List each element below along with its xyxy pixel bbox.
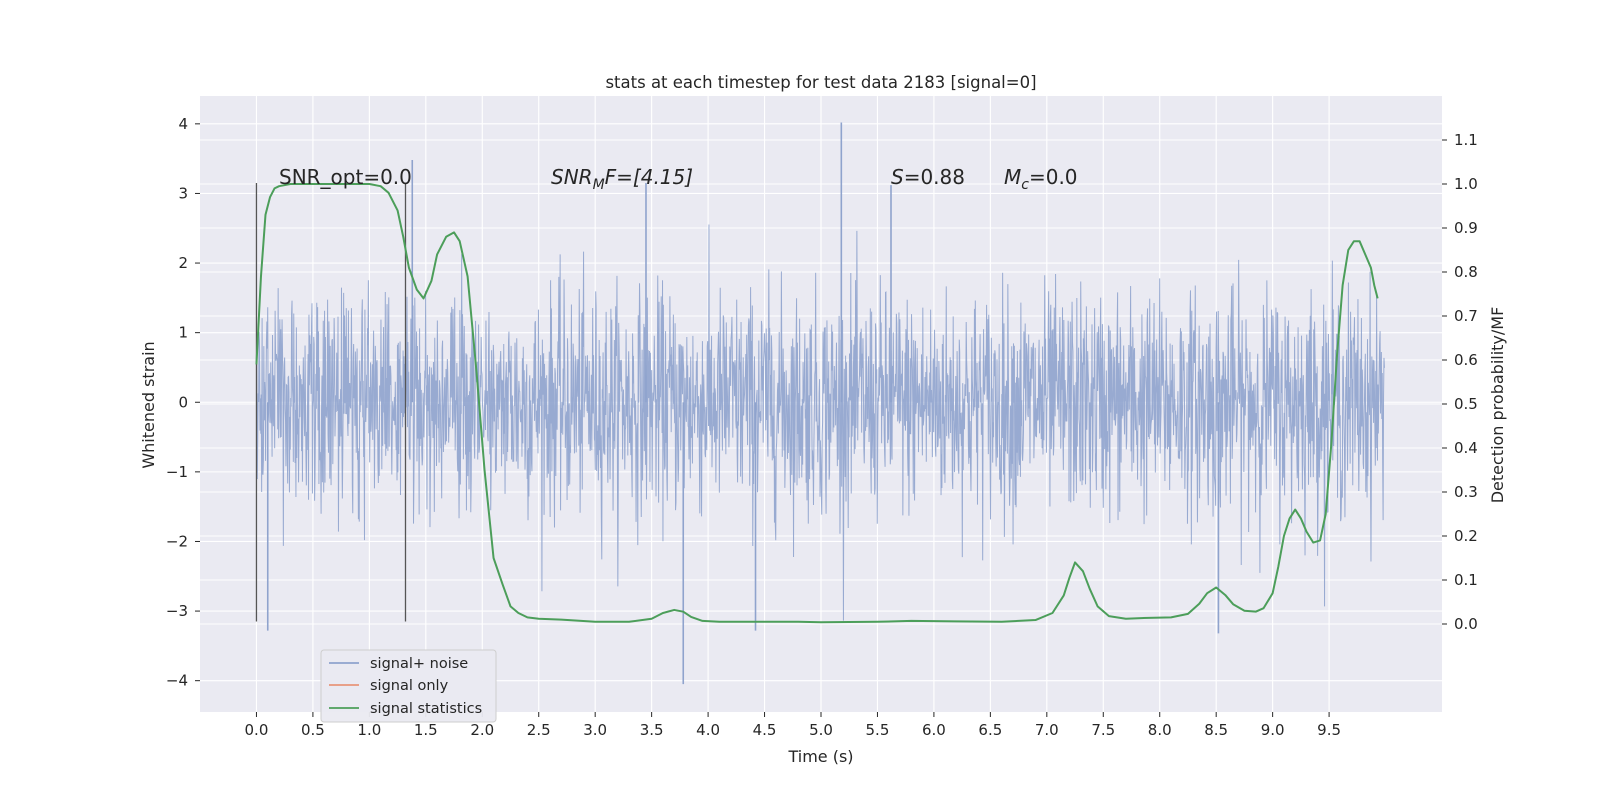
chart-title: stats at each timestep for test data 218… [605,73,1036,92]
y-right-tick-label-9: 0.2 [1454,527,1478,545]
y-left-tick-label-2: 2 [178,254,188,272]
series-signal-statistics [255,183,1379,624]
y-left-tick-label-8: −4 [166,672,188,690]
y-left-tick-label-7: −3 [166,602,188,620]
y-left-tick-label-4: 0 [178,393,188,411]
x-tick-label-18: 9.0 [1261,721,1285,739]
annotation-snr-mf: SNRMF=[4.15] [551,165,693,193]
s-label: S [891,165,904,189]
y-right-tick-label-11: 0.0 [1454,615,1478,633]
y-right-tick-label-1: 1.0 [1454,175,1478,193]
y-left-tick-label-0: 4 [178,115,188,133]
s-value: =0.88 [904,165,965,189]
y-right-tick-label-0: 1.1 [1454,131,1478,149]
y-left-tick-label-1: 3 [178,184,188,202]
y-right-tick-label-5: 0.6 [1454,351,1478,369]
snr-mf-sub: M [593,177,605,193]
legend-label-signal-only: signal only [370,678,449,694]
legend-box [320,649,497,723]
x-axis-label: Time (s) [787,747,853,766]
snr-mf-base: SNR [551,165,593,189]
y-right-tick-label-7: 0.4 [1454,439,1478,457]
y-left-tick-label-3: 1 [178,324,188,342]
x-ticks: 0.0 0.5 1.0 1.5 2.0 2.5 3.0 3.5 4.0 4.5 5.0 5.5 6.0 6… [245,712,1341,739]
y-ticks-right: 1.1 1.0 0.9 0.8 0.7 0.6 0.5 0.4 0.3 0.2 0.1 0.0 [1442,131,1478,633]
x-tick-label-12: 6.0 [922,721,946,739]
x-tick-label-14: 7.0 [1035,721,1059,739]
vertical-markers [255,183,407,622]
y-ticks-left: 4 3 2 1 0 −1 −2 −3 −4 [166,115,200,690]
annotation-mc: Mc=0.0 [1004,165,1078,193]
annotation-snr-opt: SNR_opt=0.0 [279,165,412,189]
x-tick-label-5: 2.5 [527,721,551,739]
noise-trace [255,224,1385,621]
y-right-tick-label-6: 0.5 [1454,395,1478,413]
x-tick-label-16: 8.0 [1148,721,1172,739]
y-left-tick-label-6: −2 [166,532,188,550]
y-right-tick-label-10: 0.1 [1454,571,1478,589]
x-tick-label-8: 4.0 [696,721,720,739]
y-right-tick-label-8: 0.3 [1454,483,1478,501]
x-tick-label-9: 4.5 [753,721,777,739]
statistics-line [255,183,1379,624]
mc-sub: c [1021,177,1029,193]
x-tick-label-11: 5.5 [866,721,890,739]
y-axis-label-right: Detection probability/MF [1488,307,1507,504]
x-tick-label-1: 0.5 [301,721,325,739]
x-tick-label-2: 1.0 [357,721,381,739]
x-tick-label-4: 2.0 [470,721,494,739]
y-right-tick-label-2: 0.9 [1454,219,1478,237]
x-tick-label-6: 3.0 [583,721,607,739]
legend-label-signal-noise: signal+ noise [370,656,468,672]
x-tick-label-19: 9.5 [1317,721,1341,739]
y-right-tick-label-3: 0.8 [1454,263,1478,281]
legend: signal+ noise signal only signal statist… [320,649,497,723]
snr-mf-rest: F=[4.15] [605,165,693,189]
y-left-tick-label-5: −1 [166,463,188,481]
legend-label-signal-statistics: signal statistics [370,701,482,717]
mc-value: =0.0 [1029,165,1078,189]
x-tick-label-13: 6.5 [978,721,1002,739]
mc-base: M [1004,165,1021,189]
x-tick-label-15: 7.5 [1091,721,1115,739]
series-signal-noise [255,122,1385,685]
x-tick-label-17: 8.5 [1204,721,1228,739]
y-axis-label-left: Whitened strain [139,341,158,468]
y-right-tick-label-4: 0.7 [1454,307,1478,325]
x-tick-label-7: 3.5 [640,721,664,739]
x-tick-label-0: 0.0 [245,721,269,739]
annotation-s: S=0.88 [891,165,965,189]
x-tick-label-3: 1.5 [414,721,438,739]
x-tick-label-10: 5.0 [809,721,833,739]
